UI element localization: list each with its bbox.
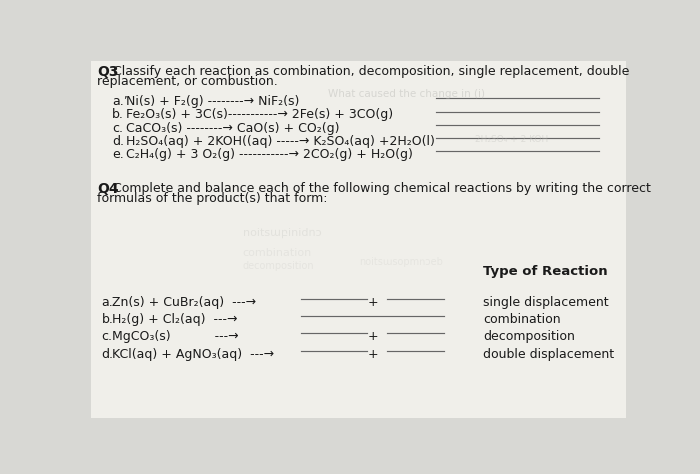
Text: noitsաբinidոɔ: noitsաբinidոɔ <box>242 228 321 238</box>
Text: Classify each reaction as combination, decomposition, single replacement, double: Classify each reaction as combination, d… <box>109 64 629 78</box>
Text: Type of Reaction: Type of Reaction <box>483 265 608 278</box>
Text: +: + <box>368 348 379 361</box>
Text: b.: b. <box>112 109 124 121</box>
Text: d.: d. <box>112 135 125 147</box>
Text: Q4: Q4 <box>97 182 118 196</box>
Text: Ni(s) + F₂(g) --------→ NiF₂(s): Ni(s) + F₂(g) --------→ NiF₂(s) <box>126 95 300 109</box>
Text: b.: b. <box>102 313 113 326</box>
Text: single displacement: single displacement <box>483 296 608 309</box>
Text: combination: combination <box>242 248 312 258</box>
Text: a.’: a.’ <box>112 95 128 109</box>
Text: +: + <box>368 296 379 309</box>
Text: decomposition: decomposition <box>483 330 575 343</box>
Text: combination: combination <box>483 313 561 326</box>
Text: MgCO₃(s)           ---→: MgCO₃(s) ---→ <box>112 330 239 343</box>
Text: CaCO₃(s) --------→ CaO(s) + CO₂(g): CaCO₃(s) --------→ CaO(s) + CO₂(g) <box>126 121 340 135</box>
Text: Q3: Q3 <box>97 64 118 79</box>
Text: H₂(g) + Cl₂(aq)  ---→: H₂(g) + Cl₂(aq) ---→ <box>112 313 238 326</box>
Text: KCl(aq) + AgNO₃(aq)  ---→: KCl(aq) + AgNO₃(aq) ---→ <box>112 348 274 361</box>
Text: Fe₂O₃(s) + 3C(s)-----------→ 2Fe(s) + 3CO(g): Fe₂O₃(s) + 3C(s)-----------→ 2Fe(s) + 3C… <box>126 109 393 121</box>
Text: formulas of the product(s) that form:: formulas of the product(s) that form: <box>97 192 328 205</box>
Text: What caused the change in (i): What caused the change in (i) <box>328 89 484 99</box>
Text: decomposition: decomposition <box>242 261 314 271</box>
Text: +: + <box>368 330 379 343</box>
Text: H₂SO₄(aq) + 2KOH((aq) -----→ K₂SO₄(aq) +2H₂O(l): H₂SO₄(aq) + 2KOH((aq) -----→ K₂SO₄(aq) +… <box>126 135 435 147</box>
Text: C₂H₄(g) + 3 O₂(g) -----------→ 2CO₂(g) + H₂O(g): C₂H₄(g) + 3 O₂(g) -----------→ 2CO₂(g) +… <box>126 148 413 161</box>
Text: replacement, or combustion.: replacement, or combustion. <box>97 75 277 88</box>
Text: c.: c. <box>112 121 123 135</box>
Text: 2H₂SO₄ + 2 KOH: 2H₂SO₄ + 2 KOH <box>475 135 548 144</box>
Text: double displacement: double displacement <box>483 348 614 361</box>
Text: Zn(s) + CuBr₂(aq)  ---→: Zn(s) + CuBr₂(aq) ---→ <box>112 296 256 309</box>
Text: c.: c. <box>102 330 113 343</box>
Text: noitsաsopmոɔeb: noitsաsopmոɔeb <box>358 257 442 267</box>
Text: d.: d. <box>102 348 113 361</box>
Text: Complete and balance each of the following chemical reactions by writing the cor: Complete and balance each of the followi… <box>109 182 651 195</box>
Text: e.: e. <box>112 148 124 161</box>
Text: a.: a. <box>102 296 113 309</box>
